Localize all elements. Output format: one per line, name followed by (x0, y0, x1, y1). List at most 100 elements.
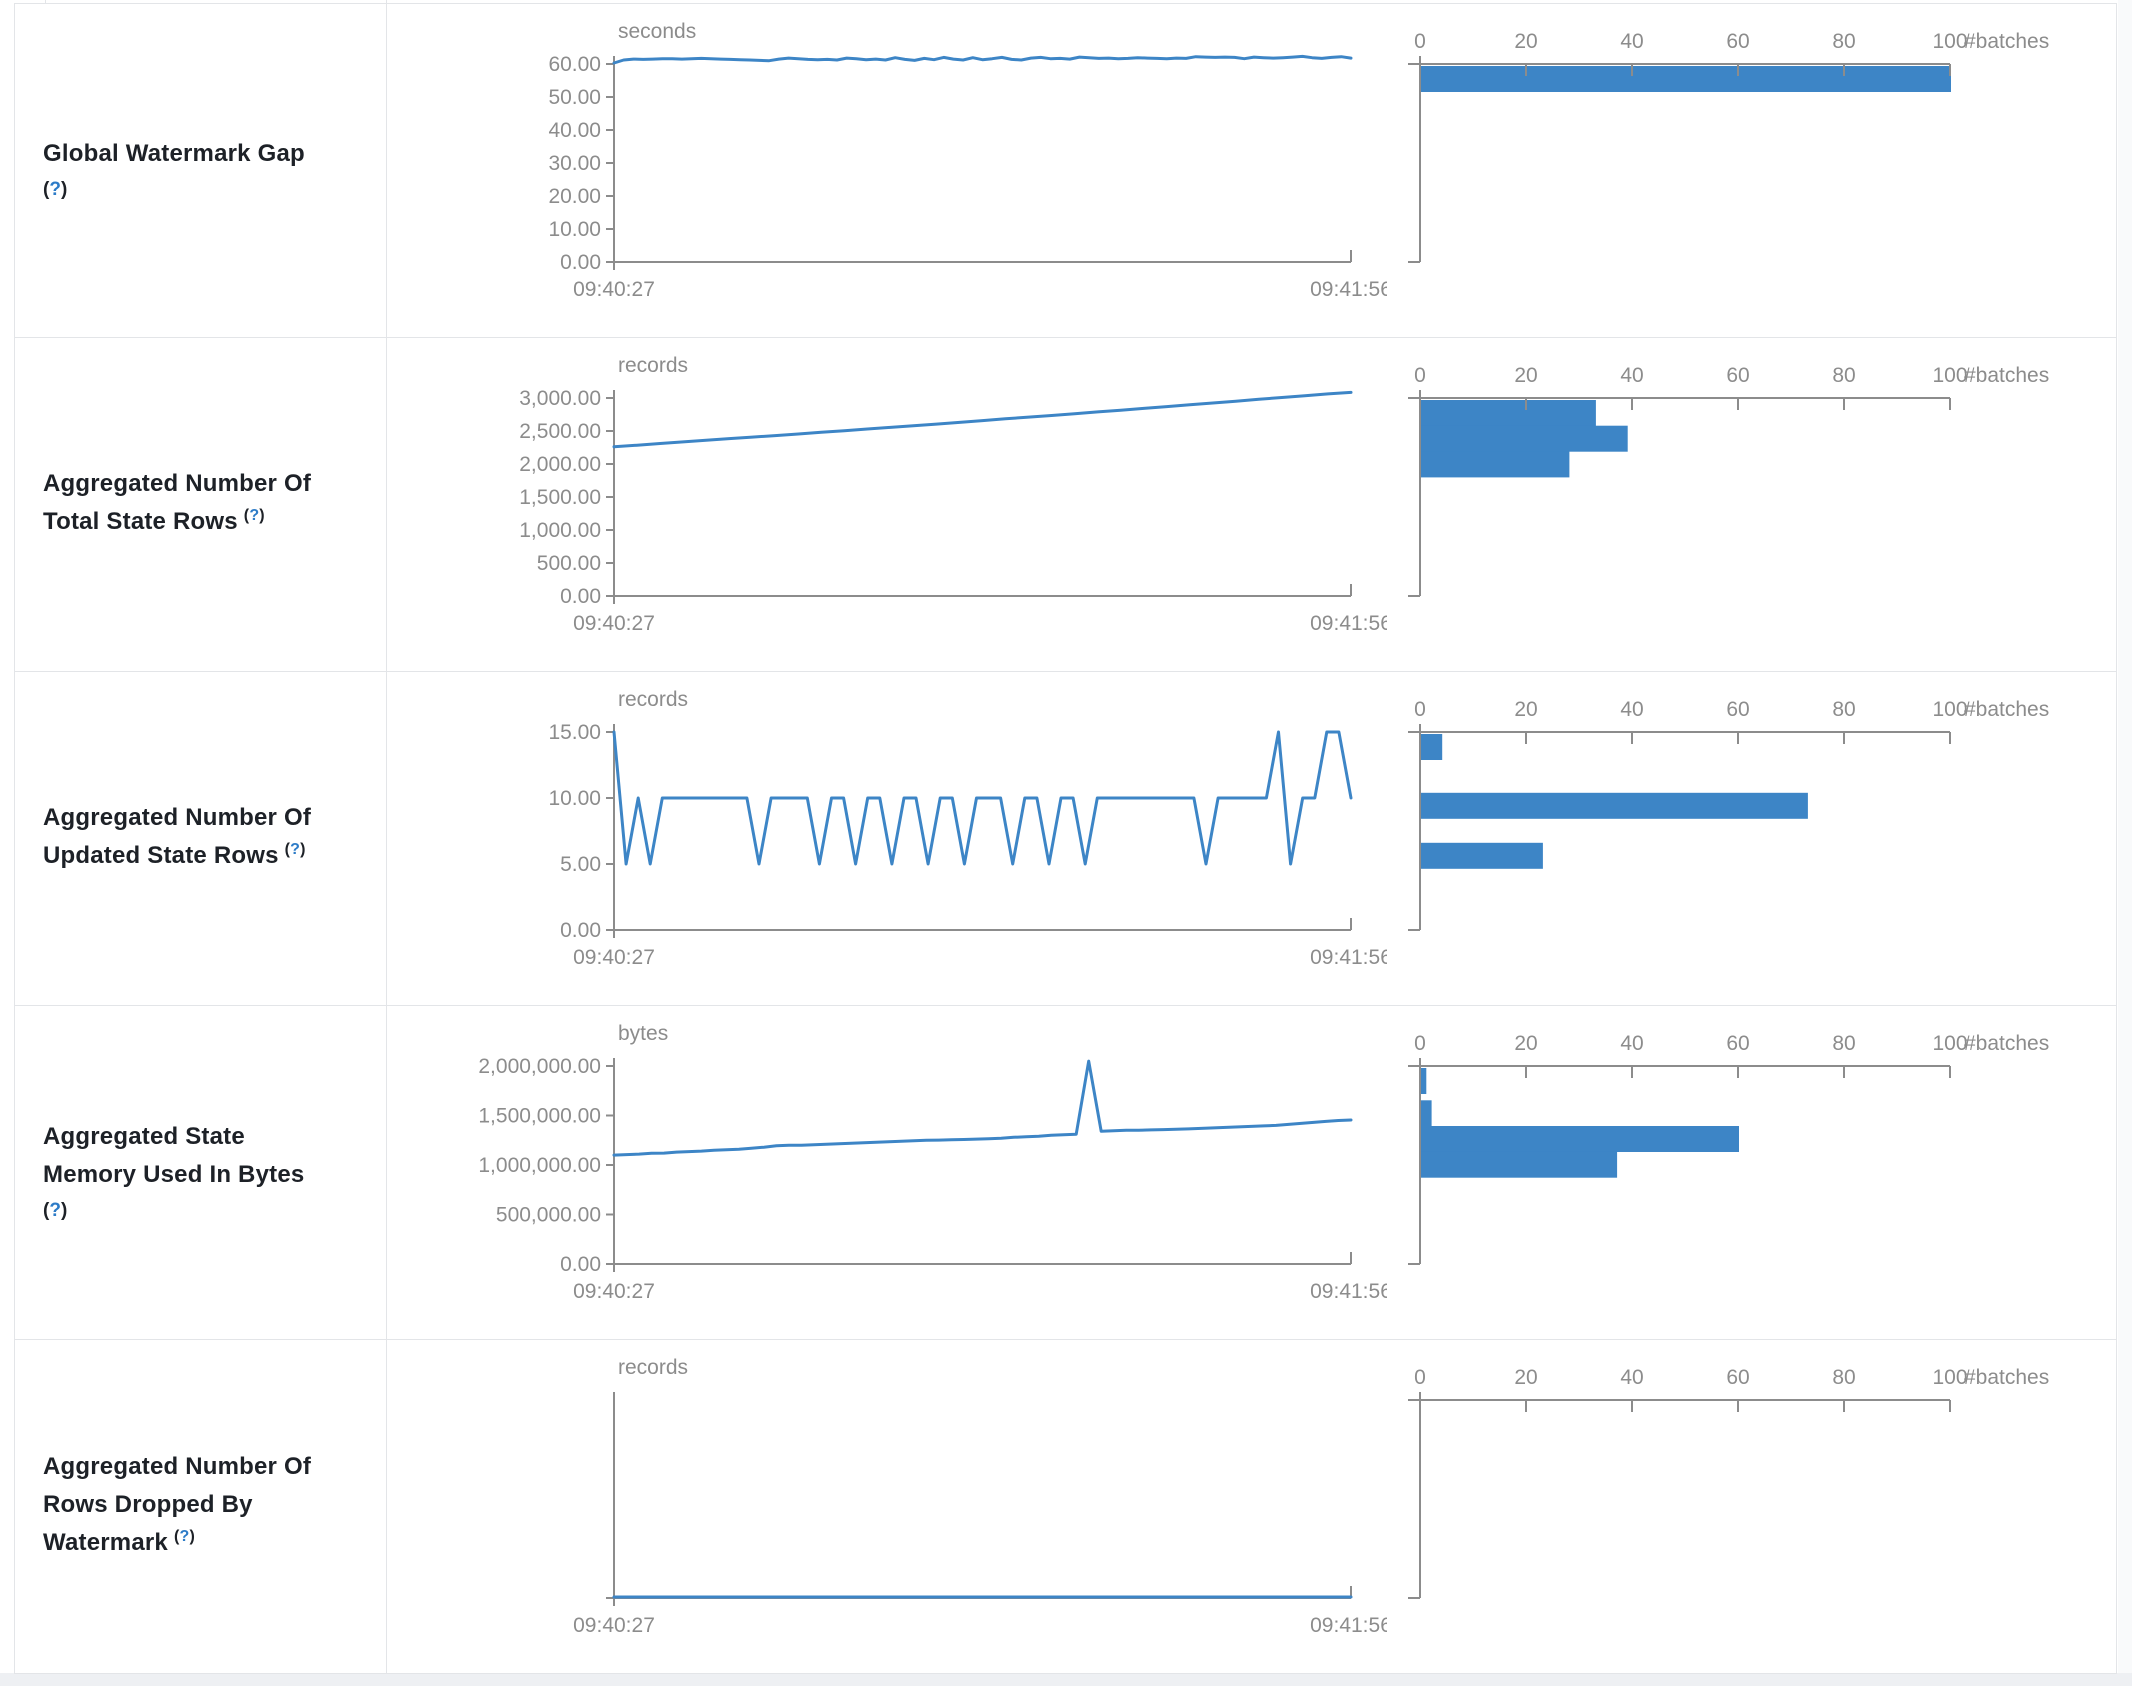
batches-tick-label: 20 (1514, 30, 1537, 53)
help-tooltip-link[interactable]: (?) (173, 1528, 196, 1545)
histogram-bar (1421, 1151, 1618, 1178)
metric-charts-cell: seconds 60.00 50.00 40.00 30.00 20.00 10.00 0.0… (387, 4, 2118, 337)
y-axis-tick-label: 50.00 (548, 86, 601, 109)
metric-label-line: Aggregated State (43, 1122, 245, 1150)
batches-tick-label: 80 (1832, 30, 1855, 53)
help-question-mark[interactable]: ? (249, 507, 260, 524)
y-axis-tick-label: 10.00 (548, 218, 601, 241)
help-tooltip-link[interactable]: (?) (43, 178, 68, 200)
batches-tick-label: 80 (1832, 364, 1855, 387)
batches-tick-label: 0 (1414, 364, 1426, 387)
help-question-mark[interactable]: ? (179, 1528, 190, 1545)
y-axis-tick-label: 60.00 (548, 53, 601, 76)
previous-row-divider-stub (386, 0, 387, 3)
batches-tick-label: 40 (1620, 364, 1643, 387)
metric-timeline-line (612, 390, 1353, 449)
metric-row: Global Watermark Gap (?) seconds 60.00 50.00… (15, 4, 2116, 338)
histogram-bar (1421, 451, 1570, 478)
metric-label-cell: Aggregated Number Of Updated State Rows (?… (15, 672, 387, 1005)
batches-tick-label: 0 (1414, 698, 1426, 721)
batches-tick-label: 40 (1620, 30, 1643, 53)
batches-axis-label: #batches (1964, 364, 2049, 387)
page-bottom-gutter (0, 1673, 2132, 1686)
batches-tick-label: 60 (1726, 30, 1749, 53)
y-axis-unit-label: records (618, 1356, 688, 1379)
batches-tick-label: 40 (1620, 698, 1643, 721)
metric-row: Aggregated State Memory Used In Bytes (?) b… (15, 1006, 2116, 1340)
histogram-chart: 0 20 40 60 80 100#batches (1408, 364, 2049, 597)
metric-label-line: Memory Used In Bytes (43, 1160, 305, 1188)
batches-axis-label: #batches (1964, 30, 2049, 53)
metric-row: Aggregated Number Of Updated State Rows (?… (15, 672, 2116, 1006)
histogram-bar (1421, 792, 1808, 819)
y-axis-tick-label: 2,000.00 (519, 453, 601, 476)
batches-tick-label: 80 (1832, 1366, 1855, 1389)
histogram-chart: 0 20 40 60 80 100#batches (1408, 1366, 2049, 1599)
batches-tick-label: 60 (1726, 1366, 1749, 1389)
x-axis-start-time: 09:40:27 (573, 1614, 655, 1637)
histogram-bar (1421, 1126, 1739, 1152)
y-axis-tick-label: 1,000.00 (519, 519, 601, 542)
y-axis-tick-label: 10.00 (548, 787, 601, 810)
batches-tick-label: 100 (1932, 698, 1967, 721)
batches-tick-label: 80 (1832, 1032, 1855, 1055)
metric-label-cell: Global Watermark Gap (?) (15, 4, 387, 337)
metric-label-line: Total State Rows (?) (43, 507, 265, 535)
batches-tick-label: 20 (1514, 364, 1537, 387)
x-axis-end-time: 09:41:56 (1310, 1280, 1387, 1303)
batches-tick-label: 100 (1932, 1366, 1967, 1389)
y-axis-tick-label: 0.00 (560, 585, 601, 608)
x-axis-start-time: 09:40:27 (573, 1280, 655, 1303)
timeline-chart: records 3,000.00 2,500.00 2,000.00 1,500.00 1… (519, 354, 1387, 635)
batches-tick-label: 60 (1726, 698, 1749, 721)
y-axis-tick-label: 15.00 (548, 721, 601, 744)
x-axis-end-time: 09:41:56 (1310, 1614, 1387, 1637)
batches-tick-label: 0 (1414, 1032, 1426, 1055)
y-axis-tick-label: 1,500.00 (519, 486, 601, 509)
batches-tick-label: 100 (1932, 1032, 1967, 1055)
metric-charts-cell: bytes 2,000,000.00 1,500,000.00 1,000,000.0… (387, 1006, 2118, 1339)
x-axis-end-time: 09:41:56 (1310, 946, 1387, 969)
batches-axis-label: #batches (1964, 1366, 2049, 1389)
help-question-mark[interactable]: ? (290, 841, 301, 858)
metric-label-line: Rows Dropped By (43, 1491, 253, 1518)
y-axis-tick-label: 3,000.00 (519, 387, 601, 410)
batches-tick-label: 40 (1620, 1032, 1643, 1055)
batches-tick-label: 100 (1932, 364, 1967, 387)
y-axis-unit-label: seconds (618, 20, 696, 43)
metric-charts-cell: records 15.00 10.00 5.00 0.00 09:40:27 09:41:5… (387, 672, 2118, 1005)
y-axis-tick-label: 0.00 (560, 1253, 601, 1276)
help-tooltip-link[interactable]: (?) (284, 841, 306, 858)
batches-tick-label: 0 (1414, 30, 1426, 53)
metric-label-line: Aggregated Number Of (43, 1453, 312, 1480)
y-axis-unit-label: bytes (618, 1022, 668, 1045)
timeline-chart: seconds 60.00 50.00 40.00 30.00 20.00 10.00 0.0… (548, 20, 1387, 301)
help-tooltip-link[interactable]: (?) (43, 1199, 68, 1221)
y-axis-tick-label: 0.00 (560, 919, 601, 942)
y-axis-tick-label: 1,500,000.00 (478, 1105, 601, 1128)
help-question-mark[interactable]: ? (49, 1199, 61, 1221)
histogram-bar (1421, 842, 1543, 869)
histogram-bar (1421, 400, 1596, 426)
help-question-mark[interactable]: ? (49, 178, 61, 200)
batches-tick-label: 0 (1414, 1366, 1426, 1389)
timeline-chart: records 15.00 10.00 5.00 0.00 09:40:27 09:41:5… (548, 688, 1387, 969)
metric-label-line: Global Watermark Gap (43, 139, 305, 167)
x-axis-start-time: 09:40:27 (573, 946, 655, 969)
previous-row-divider-stub (45, 0, 46, 3)
metric-timeline-line (612, 1059, 1353, 1157)
x-axis-start-time: 09:40:27 (573, 278, 655, 301)
metric-charts-cell: records 09:40:27 09:41:56 0 20 40 60 80 100 #batc… (387, 1340, 2118, 1673)
y-axis-tick-label: 0.00 (560, 251, 601, 274)
histogram-bar (1421, 425, 1628, 452)
batches-tick-label: 20 (1514, 1366, 1537, 1389)
histogram-bar (1421, 66, 1951, 92)
y-axis-tick-label: 2,000,000.00 (478, 1055, 601, 1078)
help-tooltip-link[interactable]: (?) (243, 507, 265, 524)
y-axis-unit-label: records (618, 688, 688, 711)
batches-tick-label: 40 (1620, 1366, 1643, 1389)
metric-timeline-line (612, 730, 1353, 866)
metric-label-line: Watermark (?) (43, 1528, 196, 1556)
y-axis-tick-label: 5.00 (560, 853, 601, 876)
